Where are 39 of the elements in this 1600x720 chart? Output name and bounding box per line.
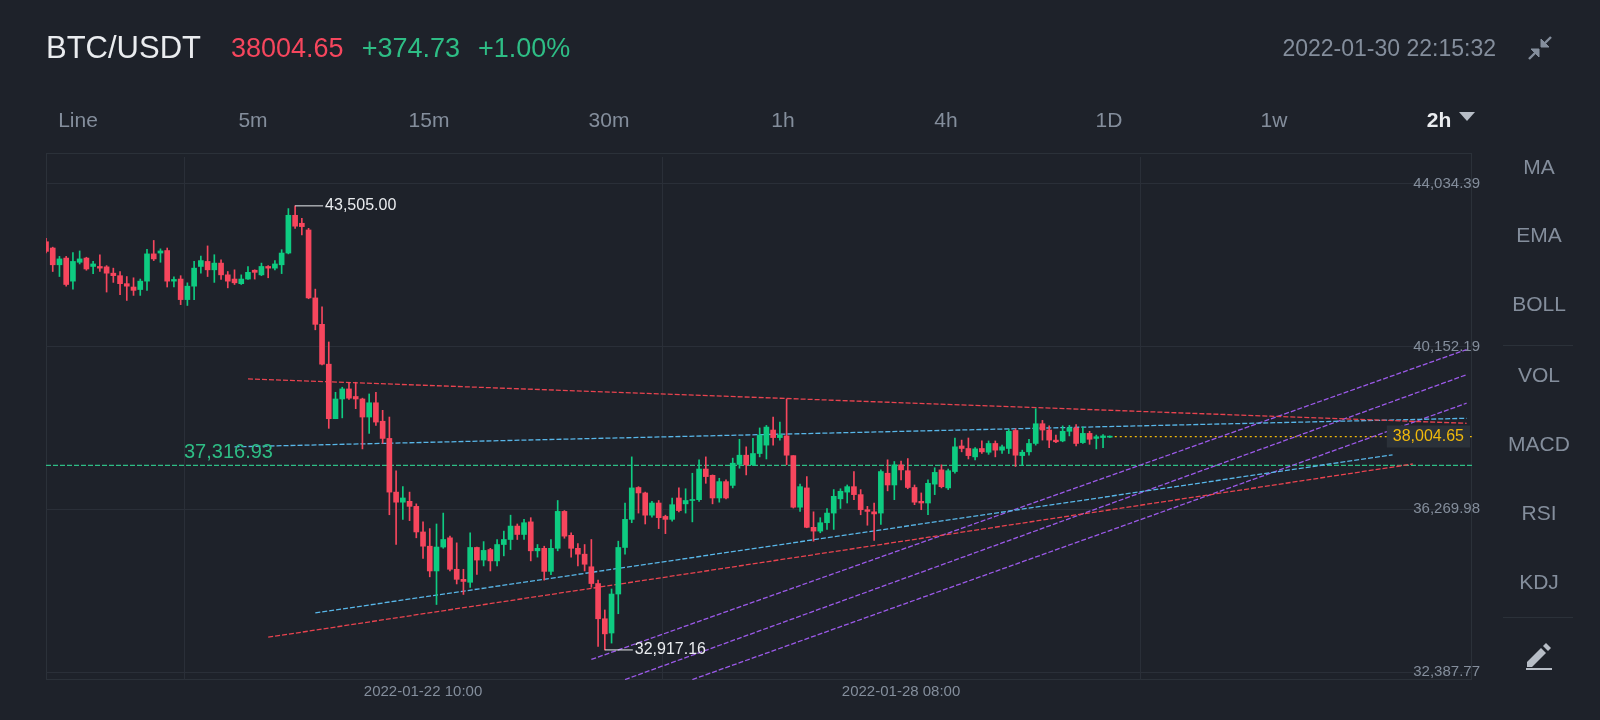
annotation: 43,505.00 xyxy=(325,196,397,214)
annotation: 32,917.16 xyxy=(634,640,707,658)
y-tick-label: 40,152.19 xyxy=(1413,336,1480,354)
text: MA xyxy=(1523,155,1555,179)
text: 2022-01-30 22:15:32 xyxy=(1282,35,1496,62)
text: 1D xyxy=(1095,108,1123,132)
y-tick-label: 32,387.77 xyxy=(1413,662,1480,680)
x-tick-label: 2022-01-28 08:00 xyxy=(841,682,961,700)
text: +1.00% xyxy=(477,33,571,63)
text: 38004.65 xyxy=(231,33,344,63)
text: 4h xyxy=(934,108,958,132)
candlestick xyxy=(777,421,783,441)
chart-title: BTC/USDT xyxy=(46,30,201,66)
candlestick xyxy=(90,261,96,274)
text: 5m xyxy=(238,108,268,132)
text: KDJ xyxy=(1519,570,1559,594)
y-tick-label: 44,034.39 xyxy=(1413,173,1480,191)
text: 1w xyxy=(1260,108,1288,132)
candlestick xyxy=(400,486,406,520)
y-tick-label: 36,269.98 xyxy=(1413,499,1480,517)
candlestick xyxy=(393,470,399,545)
candlestick xyxy=(265,265,272,279)
text: +374.73 xyxy=(361,33,460,63)
text: 15m xyxy=(408,108,450,132)
candlestick xyxy=(150,240,157,261)
x-tick-label: 2022-01-22 10:00 xyxy=(363,682,483,700)
text: 1h xyxy=(771,108,795,132)
text: Line xyxy=(58,108,98,132)
candlestick xyxy=(440,512,447,549)
text: EMA xyxy=(1516,223,1562,247)
ref-line-label: 37,316.93 xyxy=(184,439,273,462)
text: 30m xyxy=(588,108,630,132)
ref-line-label: 38,004.65 xyxy=(1392,426,1465,444)
candlestick xyxy=(211,254,218,283)
text: BOLL xyxy=(1512,292,1566,316)
text: RSI xyxy=(1521,501,1557,525)
text: MACD xyxy=(1508,432,1570,456)
text: VOL xyxy=(1517,363,1561,387)
text: 2h xyxy=(1426,108,1452,132)
